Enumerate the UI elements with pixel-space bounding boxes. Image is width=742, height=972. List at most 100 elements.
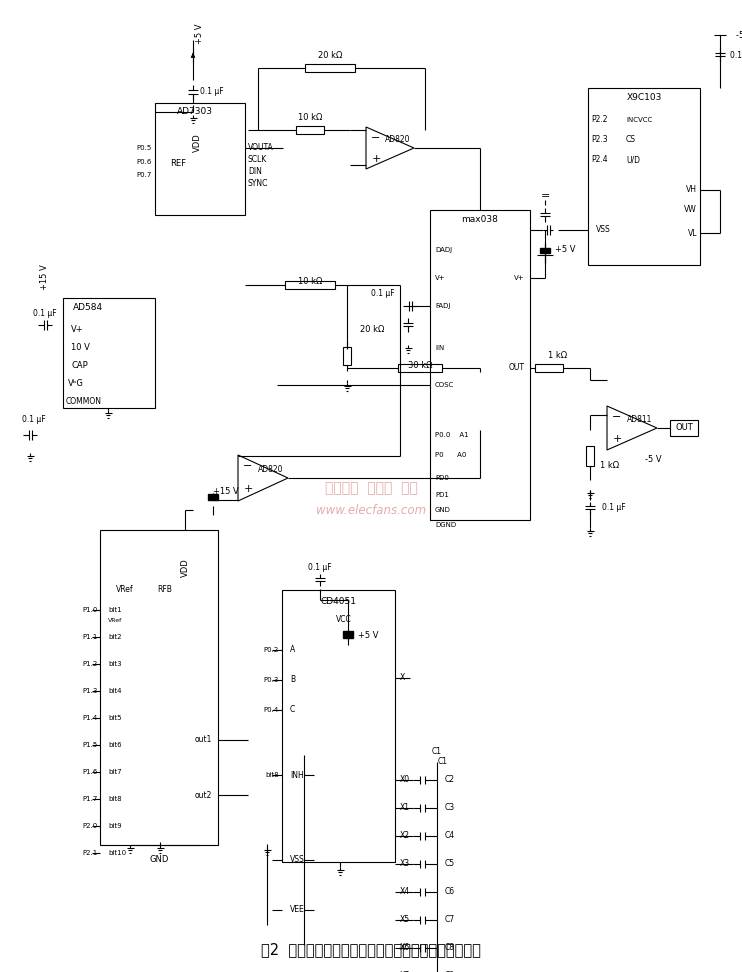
Text: P1.2: P1.2 — [83, 661, 98, 667]
Text: X4: X4 — [400, 887, 410, 896]
Text: bit9: bit9 — [108, 823, 122, 829]
Bar — [430, 210, 530, 520]
Text: CS: CS — [626, 135, 636, 145]
Text: VDD: VDD — [192, 133, 202, 153]
Text: VL: VL — [688, 228, 697, 237]
Text: CD4051: CD4051 — [321, 598, 356, 607]
Text: P0      A0: P0 A0 — [435, 452, 467, 458]
Text: VSS: VSS — [290, 855, 305, 864]
Text: C1: C1 — [438, 757, 448, 767]
Text: C4: C4 — [445, 831, 455, 841]
Text: P2.4: P2.4 — [591, 156, 608, 164]
Text: 0.1 μF: 0.1 μF — [372, 290, 395, 298]
Text: C: C — [290, 706, 295, 714]
Text: DGND: DGND — [435, 522, 456, 528]
Text: V+: V+ — [514, 275, 525, 281]
Text: C8: C8 — [445, 944, 455, 953]
Text: X6: X6 — [400, 944, 410, 953]
Text: bit3: bit3 — [108, 661, 122, 667]
Bar — [586, 446, 594, 466]
Text: 0.1 μF: 0.1 μF — [200, 87, 223, 96]
Text: 10 V: 10 V — [71, 343, 90, 353]
Text: P1.1: P1.1 — [82, 634, 98, 640]
Text: GND: GND — [435, 507, 451, 513]
Text: P2.3: P2.3 — [591, 135, 608, 145]
Text: X1: X1 — [400, 804, 410, 813]
Text: −: − — [243, 462, 253, 471]
Text: OUT: OUT — [675, 424, 693, 433]
Text: bit5: bit5 — [108, 715, 122, 721]
Bar — [343, 631, 353, 638]
Text: VRef: VRef — [108, 617, 122, 622]
Text: DADJ: DADJ — [435, 247, 452, 253]
Text: U/D: U/D — [626, 156, 640, 164]
Text: +: + — [371, 154, 381, 163]
Text: 10 kΩ: 10 kΩ — [298, 277, 322, 287]
Text: CAP: CAP — [71, 362, 88, 370]
Text: C3: C3 — [445, 804, 455, 813]
Text: P2.1: P2.1 — [83, 850, 98, 856]
Text: P2.0: P2.0 — [83, 823, 98, 829]
Bar — [343, 347, 351, 365]
Text: bit6: bit6 — [108, 742, 122, 748]
Text: VRef: VRef — [116, 585, 134, 595]
Text: +5 V: +5 V — [358, 631, 378, 640]
Text: INCVCC: INCVCC — [626, 117, 652, 123]
Text: -5 V: -5 V — [645, 456, 662, 465]
Text: C6: C6 — [445, 887, 455, 896]
Text: P0.5: P0.5 — [137, 145, 152, 151]
Text: P1.7: P1.7 — [82, 796, 98, 802]
Text: VSS: VSS — [596, 226, 611, 234]
Bar — [296, 126, 324, 134]
Text: +: + — [612, 434, 622, 444]
Text: −: − — [371, 132, 381, 143]
Bar — [285, 281, 335, 289]
Text: 1 kΩ: 1 kΩ — [548, 351, 568, 360]
Text: VW: VW — [684, 205, 697, 215]
Text: −: − — [612, 412, 622, 422]
Text: 10 kΩ: 10 kΩ — [298, 114, 322, 122]
Text: +5 V: +5 V — [555, 246, 576, 255]
Text: +: + — [243, 484, 253, 495]
Text: COMMON: COMMON — [66, 397, 102, 405]
Text: VᵇG: VᵇG — [68, 379, 84, 389]
Text: IIN: IIN — [435, 345, 444, 351]
Text: P0.0    A1: P0.0 A1 — [435, 432, 469, 438]
Bar — [100, 530, 218, 845]
Text: max038: max038 — [462, 216, 499, 225]
Text: VH: VH — [686, 186, 697, 194]
Text: VCC: VCC — [335, 615, 352, 624]
Text: 20 kΩ: 20 kΩ — [360, 326, 384, 334]
Text: P0.2: P0.2 — [263, 647, 279, 653]
Text: P0.4: P0.4 — [263, 707, 279, 713]
Text: C1: C1 — [432, 747, 442, 756]
Text: 1 kΩ: 1 kΩ — [600, 462, 619, 470]
Text: B: B — [290, 676, 295, 684]
Text: SYNC: SYNC — [248, 180, 269, 189]
Text: bit8: bit8 — [108, 796, 122, 802]
Text: X2: X2 — [400, 831, 410, 841]
Text: bit1: bit1 — [108, 607, 122, 613]
Text: +5 V: +5 V — [195, 23, 204, 44]
Text: out2: out2 — [194, 790, 211, 800]
Bar — [155, 103, 245, 215]
Text: C5: C5 — [445, 859, 455, 869]
Text: AD811: AD811 — [627, 415, 653, 425]
Bar — [305, 64, 355, 72]
Text: X5: X5 — [400, 916, 410, 924]
Text: VDD: VDD — [180, 559, 189, 577]
Text: X3: X3 — [400, 859, 410, 869]
Bar — [282, 590, 395, 862]
Text: 图2  信号源发生器频率控制、占空比调节和幅度调节电: 图2 信号源发生器频率控制、占空比调节和幅度调节电 — [261, 943, 481, 957]
Text: REF: REF — [170, 158, 186, 167]
Text: AD820: AD820 — [385, 135, 411, 145]
Text: AD7303: AD7303 — [177, 107, 213, 116]
Bar — [535, 364, 563, 372]
Text: V+: V+ — [435, 275, 446, 281]
Text: bit10: bit10 — [108, 850, 126, 856]
Text: bit7: bit7 — [108, 769, 122, 775]
Text: VOUTA: VOUTA — [248, 144, 274, 153]
Text: PD1: PD1 — [435, 492, 449, 498]
Text: P2.2: P2.2 — [591, 116, 608, 124]
Text: C2: C2 — [445, 776, 455, 784]
